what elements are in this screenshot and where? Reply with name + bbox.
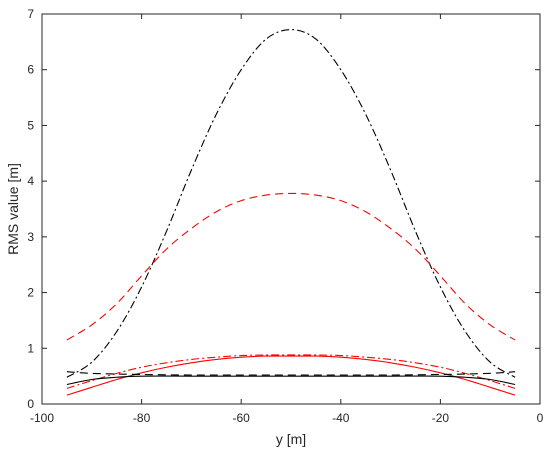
x-tick-label: -80 [133, 411, 151, 425]
x-tick-label: 0 [537, 411, 544, 425]
y-tick-label: 4 [27, 174, 34, 188]
y-tick-label: 6 [27, 63, 34, 77]
series-line-1 [66, 29, 516, 378]
x-tick-label: -40 [332, 411, 350, 425]
x-tick-label: -60 [233, 411, 251, 425]
series-layer [66, 29, 516, 396]
series-line-3 [66, 354, 516, 389]
y-axis-label: RMS value [m] [5, 163, 21, 255]
series-line-4 [66, 355, 516, 396]
tick-layer: -100 -80 -60 -40 -20 0 0 1 2 3 4 5 6 7 [27, 7, 543, 425]
x-tick-label: -20 [432, 411, 450, 425]
x-tick-label: -100 [30, 411, 54, 425]
x-axis-label: y [m] [276, 431, 306, 447]
y-tick-label: 3 [27, 230, 34, 244]
y-tick-label: 5 [27, 118, 34, 132]
y-tick-label: 0 [27, 397, 34, 411]
y-tick-label: 7 [27, 7, 34, 21]
series-line-5 [66, 371, 516, 376]
y-tick-label: 1 [27, 341, 34, 355]
plot-frame [41, 13, 541, 405]
series-line-6 [66, 375, 516, 386]
y-tick-label: 2 [27, 286, 34, 300]
series-line-2 [66, 192, 516, 341]
